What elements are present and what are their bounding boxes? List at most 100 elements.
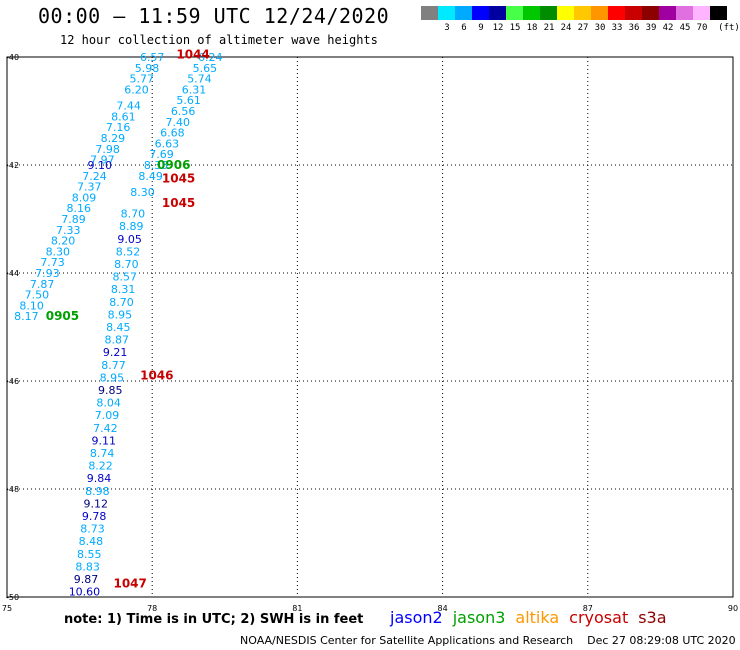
y-tick-label: -40 bbox=[6, 53, 19, 62]
x-tick-label: 87 bbox=[583, 604, 593, 613]
wave-height-value: 7.69 bbox=[149, 148, 174, 161]
colorbar-swatch bbox=[574, 6, 591, 20]
page-title: 00:00 – 11:59 UTC 12/24/2020 bbox=[38, 4, 390, 28]
colorbar-swatch bbox=[625, 6, 642, 20]
colorbar-label: 24 bbox=[560, 23, 572, 33]
wave-height-value: 8.95 bbox=[100, 371, 125, 384]
wave-height-value: 5.98 bbox=[135, 62, 160, 75]
wave-height-value: 9.84 bbox=[87, 472, 112, 485]
wave-height-value: 7.37 bbox=[77, 181, 102, 194]
wave-height-value: 6.57 bbox=[140, 51, 165, 64]
wave-height-value: 10.60 bbox=[69, 586, 101, 599]
x-tick-label: 78 bbox=[147, 604, 157, 613]
x-tick-label: 90 bbox=[728, 604, 738, 613]
wave-height-value: 8.48 bbox=[79, 535, 104, 548]
satellite-legend-item: jason2 bbox=[390, 608, 443, 627]
wave-height-value: 8.57 bbox=[113, 271, 138, 284]
pass-time-label: 1046 bbox=[140, 369, 173, 383]
wave-height-value: 8.89 bbox=[119, 220, 144, 233]
wave-height-value: 9.10 bbox=[88, 159, 113, 172]
colorbar-swatch bbox=[506, 6, 523, 20]
x-tick-label: 75 bbox=[2, 604, 12, 613]
satellite-legend-item: cryosat bbox=[569, 608, 629, 627]
wave-height-value: 9.87 bbox=[74, 573, 99, 586]
colorbar-swatch bbox=[676, 6, 693, 20]
wave-height-value: 8.55 bbox=[77, 548, 102, 561]
colorbar-swatch bbox=[710, 6, 727, 20]
colorbar-label: 45 bbox=[679, 23, 691, 33]
colorbar-swatch bbox=[472, 6, 489, 20]
wave-height-value: 7.42 bbox=[93, 422, 118, 435]
wave-height-value: 6.20 bbox=[124, 83, 149, 96]
wave-height-value: 5.61 bbox=[176, 94, 201, 107]
colorbar-unit: (ft) bbox=[718, 23, 740, 33]
wave-height-value: 9.12 bbox=[83, 497, 108, 510]
wave-height-value: 9.21 bbox=[103, 346, 128, 359]
wave-height-value: 8.52 bbox=[116, 245, 141, 258]
y-tick-label: -46 bbox=[6, 377, 19, 386]
colorbar-swatch bbox=[659, 6, 676, 20]
wave-height-value: 8.22 bbox=[88, 460, 113, 473]
wave-height-value: 8.35 bbox=[144, 159, 169, 172]
wave-height-value: 8.70 bbox=[109, 296, 134, 309]
map-frame bbox=[6, 56, 734, 598]
wave-height-value: 7.93 bbox=[35, 267, 60, 280]
wave-height-value: 9.05 bbox=[117, 233, 142, 246]
x-tick-label: 81 bbox=[292, 604, 302, 613]
colorbar-label: 33 bbox=[611, 23, 623, 33]
wave-height-value: 8.04 bbox=[96, 397, 121, 410]
colorbar-label: 6 bbox=[461, 23, 467, 33]
wave-height-value: 6.56 bbox=[171, 105, 196, 118]
footer-credit: NOAA/NESDIS Center for Satellite Applica… bbox=[240, 634, 736, 647]
credit-timestamp: Dec 27 08:29:08 UTC 2020 bbox=[587, 634, 736, 647]
wave-height-value: 7.24 bbox=[82, 170, 107, 183]
colorbar-swatch bbox=[591, 6, 608, 20]
satellite-legend-item: altika bbox=[515, 608, 560, 627]
wave-height-value: 7.89 bbox=[61, 213, 86, 226]
wave-height-value: 8.74 bbox=[90, 447, 115, 460]
wave-height-value: 6.31 bbox=[182, 83, 207, 96]
colorbar-swatch bbox=[489, 6, 506, 20]
wave-height-value: 6.68 bbox=[160, 127, 185, 140]
colorbar-swatch bbox=[421, 6, 438, 20]
credit-agency: NOAA/NESDIS Center for Satellite Applica… bbox=[240, 634, 574, 647]
x-tick-label: 84 bbox=[438, 604, 448, 613]
wave-height-value: 8.70 bbox=[121, 208, 146, 221]
wave-height-value: 8.83 bbox=[75, 560, 100, 573]
wave-height-value: 8.20 bbox=[51, 235, 76, 248]
wave-height-value: 8.61 bbox=[111, 110, 136, 123]
satellite-legend-item: jason3 bbox=[452, 608, 506, 627]
colorbar-label: 39 bbox=[645, 23, 657, 33]
colorbar-swatch bbox=[540, 6, 557, 20]
pass-time-label: 0906 bbox=[157, 158, 190, 172]
wave-height-value: 7.50 bbox=[25, 289, 50, 302]
y-tick-label: -42 bbox=[6, 161, 19, 170]
colorbar-label: 18 bbox=[526, 23, 538, 33]
wave-height-value: 8.30 bbox=[46, 245, 71, 258]
wave-height-value: 5.77 bbox=[129, 73, 154, 86]
wave-height-value: 7.16 bbox=[106, 121, 131, 134]
colorbar-label: 27 bbox=[577, 23, 589, 33]
wave-height-value: 7.09 bbox=[95, 409, 120, 422]
wave-height-value: 8.29 bbox=[101, 132, 126, 145]
wave-height-value: 5.65 bbox=[193, 62, 218, 75]
wave-height-value: 8.49 bbox=[138, 170, 163, 183]
colorbar-swatch bbox=[455, 6, 472, 20]
wave-height-value: 7.40 bbox=[166, 116, 191, 129]
wave-height-value: 8.73 bbox=[80, 523, 105, 536]
wave-height-value: 8.30 bbox=[130, 186, 155, 199]
colorbar-label: 36 bbox=[628, 23, 640, 33]
colorbar-swatch bbox=[642, 6, 659, 20]
colorbar-label: 12 bbox=[492, 23, 504, 33]
wave-height-value: 8.10 bbox=[19, 299, 44, 312]
y-tick-label: -44 bbox=[6, 269, 19, 278]
colorbar-swatch bbox=[557, 6, 574, 20]
page-subtitle: 12 hour collection of altimeter wave hei… bbox=[60, 33, 378, 47]
colorbar-swatch bbox=[438, 6, 455, 20]
wave-height-value: 9.11 bbox=[92, 434, 117, 447]
y-tick-label: -48 bbox=[6, 485, 19, 494]
colorbar-swatch bbox=[693, 6, 710, 20]
wave-height-value: 8.45 bbox=[106, 321, 131, 334]
satellite-legend: jason2 jason3 altika cryosat s3a bbox=[390, 608, 677, 627]
wave-height-value: 9.85 bbox=[98, 384, 123, 397]
